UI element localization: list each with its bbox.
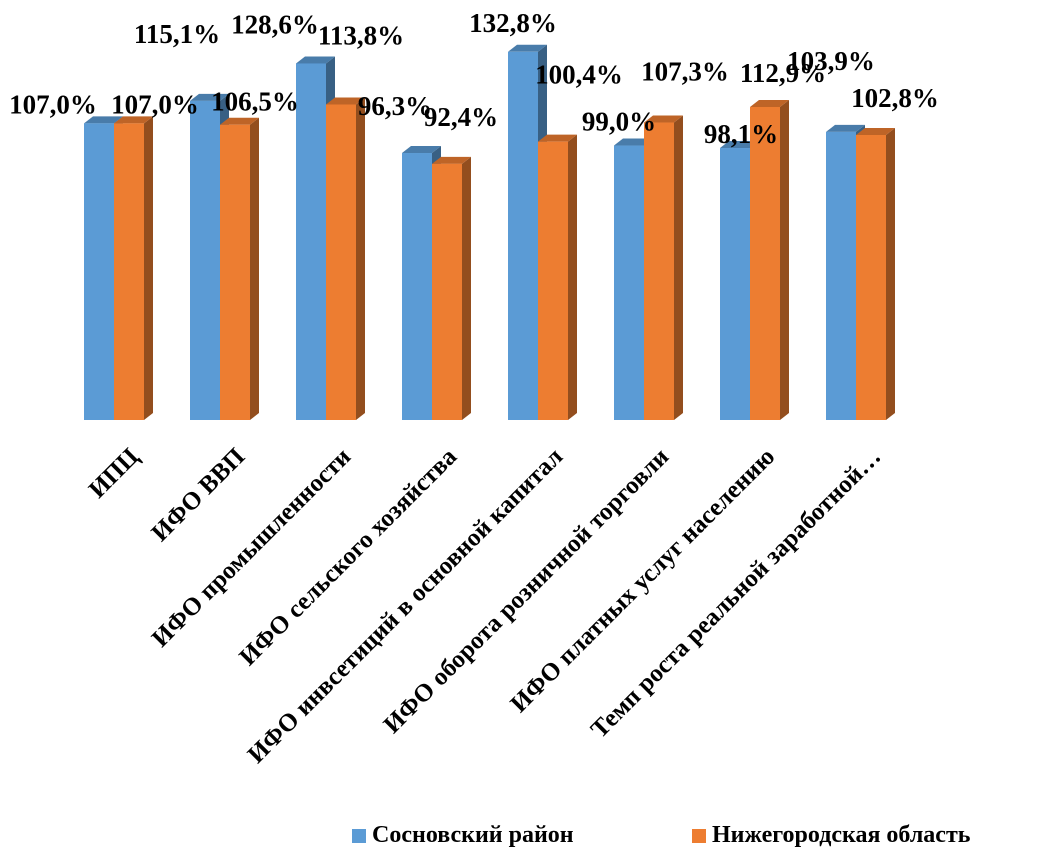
data-label-sosnovsky-3: 96,3% — [358, 91, 432, 121]
data-label-nizhegorodskaya-5: 107,3% — [641, 57, 729, 87]
data-label-nizhegorodskaya-7: 102,8% — [851, 83, 939, 113]
data-label-sosnovsky-7: 103,9% — [787, 46, 875, 76]
legend-swatch-series-2 — [692, 828, 706, 843]
data-label-nizhegorodskaya-4: 100,4% — [535, 60, 623, 90]
data-labels-layer: 107,0% 107,0% 115,1% 106,5% 128,6%113,8% 96,3… — [9, 8, 939, 149]
data-label-nizhegorodskaya-3: 92,4% — [424, 102, 498, 132]
bar-nizhegorodskaya-4 — [538, 134, 577, 421]
category-label-3: ИФО сельского хозяйства — [234, 443, 462, 671]
legend-item-series-1: Сосновский район — [352, 822, 574, 849]
bar-nizhegorodskaya-2 — [326, 97, 365, 420]
data-label-sosnovsky-4: 132,8% — [469, 8, 557, 38]
legend-label-series-1: Сосновский район — [372, 822, 574, 848]
bar-nizhegorodskaya-6 — [750, 99, 789, 421]
bar-nizhegorodskaya-1 — [220, 117, 259, 420]
legend-label-series-2: Нижегородская область — [712, 822, 971, 848]
category-label-0: ИПЦ — [84, 443, 145, 504]
bar-nizhegorodskaya-0 — [114, 116, 153, 420]
data-label-sosnovsky-1: 115,1% — [134, 19, 220, 49]
bar-nizhegorodskaya-5 — [644, 115, 683, 421]
data-label-sosnovsky-0: 107,0% — [9, 89, 97, 119]
data-label-sosnovsky-2: 128,6% — [231, 9, 319, 39]
data-label-nizhegorodskaya-6: 112,9% — [740, 58, 826, 88]
bar-nizhegorodskaya-7 — [856, 127, 895, 420]
data-label-nizhegorodskaya-0: 107,0% — [111, 89, 199, 119]
category-label-1: ИФО ВВП — [146, 443, 250, 547]
category-label-2: ИФО промышленности — [147, 443, 356, 652]
data-label-nizhegorodskaya-2: 113,8% — [318, 20, 404, 50]
data-label-sosnovsky-6: 98,1% — [704, 119, 778, 149]
legend-item-series-2: Нижегородская область — [692, 822, 970, 849]
legend-swatch-series-1 — [352, 828, 366, 843]
data-label-sosnovsky-5: 99,0% — [582, 107, 656, 137]
legend: Сосновский район Нижегородская область — [0, 822, 1060, 856]
bar-nizhegorodskaya-3 — [432, 156, 471, 421]
data-label-nizhegorodskaya-1: 106,5% — [211, 87, 299, 117]
bars-layer — [84, 44, 895, 421]
